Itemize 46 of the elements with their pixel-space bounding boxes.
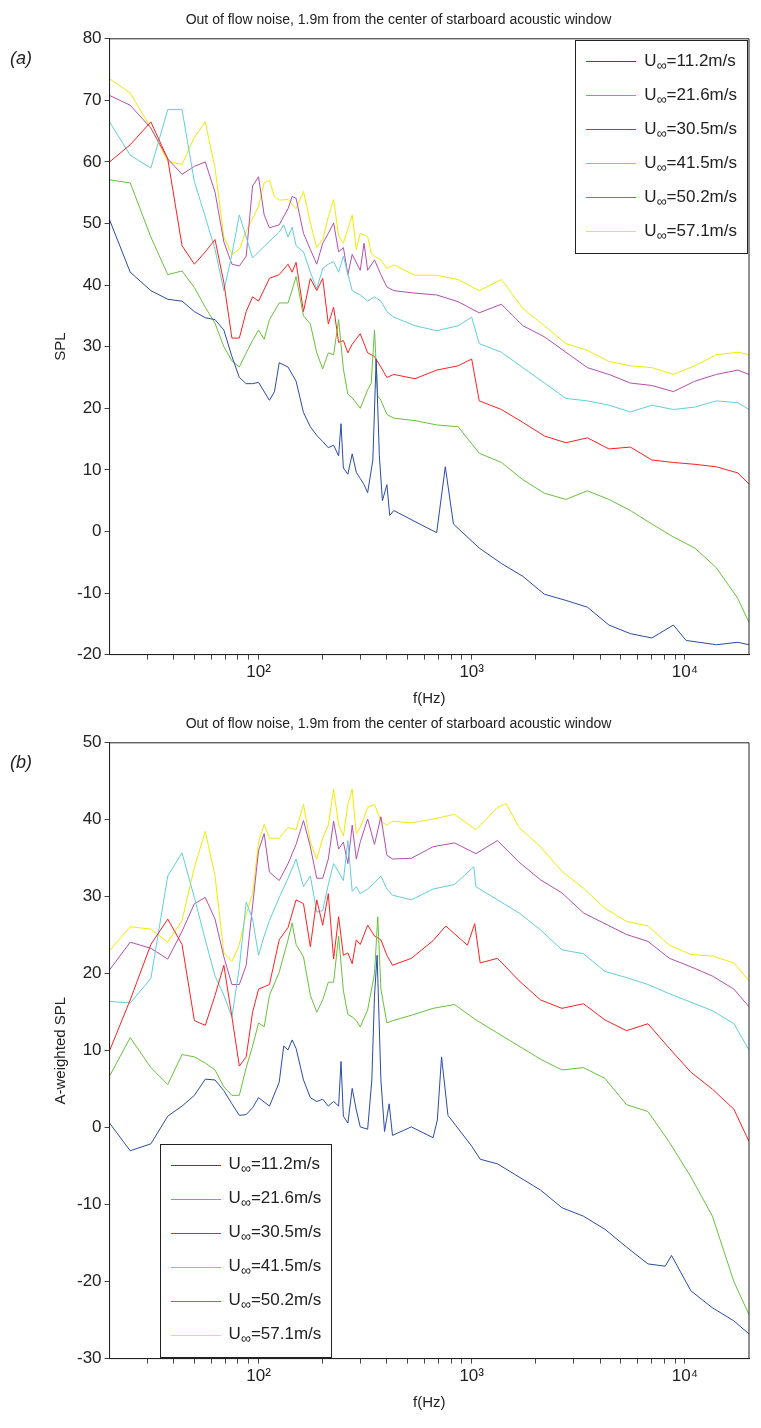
legend-label: U$_{∞}$=11.2m/s [644, 50, 736, 73]
legend-label: U$_{∞}$=57.1m/s [228, 1324, 322, 1347]
y-tick-label: -10 [76, 582, 102, 602]
y-tick-label: 0 [92, 521, 102, 541]
y-tick-label: 70 [82, 90, 102, 110]
legend-label: U$_{∞}$=21.6m/s [228, 1188, 322, 1211]
legend-label: U$_{∞}$=50.2m/s [228, 1290, 322, 1313]
legend-label: U$_{∞}$=21.6m/s [644, 84, 737, 107]
y-tick-label: 0 [92, 1117, 102, 1137]
y-axis-title: A-weighted SPL [51, 996, 69, 1105]
x-tick-label: 10² [246, 662, 272, 682]
legend-label: U$_{∞}$=11.2m/s [228, 1154, 321, 1177]
x-tick-label: 10⁴ [671, 1366, 698, 1386]
chart-title: Out of flow noise, 1.9m from the center of starboard acoustic window [185, 11, 613, 28]
x-tick-label: 10² [246, 1366, 272, 1386]
x-tick-label: 10³ [459, 1366, 485, 1386]
legend-label: U$_{∞}$=57.1m/s [644, 220, 737, 243]
y-tick-label: 50 [82, 213, 102, 233]
y-tick-label: 60 [82, 151, 102, 171]
y-tick-label: 40 [82, 274, 102, 294]
y-tick-label: 30 [82, 336, 102, 356]
y-tick-label: -30 [76, 1348, 102, 1368]
x-tick-label: 10⁴ [671, 662, 698, 682]
y-tick-label: -20 [76, 1271, 102, 1291]
legend-label: U$_{∞}$=41.5m/s [644, 152, 737, 175]
text: (b) [10, 752, 32, 773]
x-axis-title: f(Hz) [413, 1393, 446, 1411]
y-tick-label: -10 [76, 1194, 102, 1214]
chart-title: Out of flow noise, 1.9m from the center of starboard acoustic window [185, 715, 613, 732]
y-tick-label: 20 [82, 963, 102, 983]
y-tick-label: -20 [76, 644, 102, 664]
text: (a) [10, 48, 32, 69]
legend-label: U$_{∞}$=50.2m/s [644, 186, 737, 209]
y-tick-label: 20 [82, 397, 102, 417]
y-tick-label: 50 [82, 732, 102, 752]
legend-label: U$_{∞}$=30.5m/s [228, 1222, 322, 1245]
x-tick-label: 10³ [459, 662, 485, 682]
x-axis-title: f(Hz) [413, 689, 446, 707]
y-tick-label: 10 [82, 459, 102, 479]
legend-label: U$_{∞}$=30.5m/s [644, 118, 737, 141]
y-tick-label: 10 [82, 1040, 102, 1060]
y-tick-label: 40 [82, 809, 102, 829]
legend-label: U$_{∞}$=41.5m/s [228, 1256, 322, 1279]
y-tick-label: 30 [82, 886, 102, 906]
y-axis-title: SPL [51, 332, 69, 361]
y-tick-label: 80 [82, 28, 102, 48]
